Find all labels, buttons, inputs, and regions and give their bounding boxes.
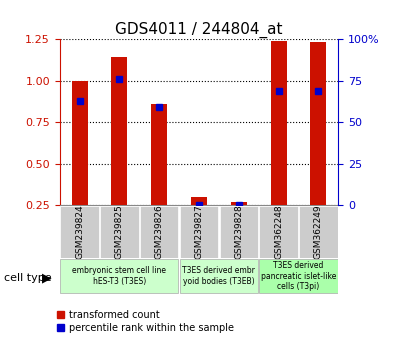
Text: T3ES derived embr
yoid bodies (T3EB): T3ES derived embr yoid bodies (T3EB) xyxy=(182,267,256,286)
Text: T3ES derived
pancreatic islet-like
cells (T3pi): T3ES derived pancreatic islet-like cells… xyxy=(261,261,336,291)
FancyBboxPatch shape xyxy=(100,206,139,258)
Bar xyxy=(191,197,207,247)
Text: GSM362249: GSM362249 xyxy=(314,205,323,259)
Bar xyxy=(151,104,167,247)
Text: GSM239827: GSM239827 xyxy=(195,205,203,259)
Bar xyxy=(231,202,247,247)
FancyBboxPatch shape xyxy=(180,206,218,258)
FancyBboxPatch shape xyxy=(60,259,178,293)
FancyBboxPatch shape xyxy=(180,259,258,293)
Text: GSM239826: GSM239826 xyxy=(155,205,164,259)
Text: ▶: ▶ xyxy=(42,272,51,284)
Text: GSM239824: GSM239824 xyxy=(75,205,84,259)
FancyBboxPatch shape xyxy=(60,206,99,258)
Bar xyxy=(72,81,88,247)
FancyBboxPatch shape xyxy=(140,206,178,258)
Text: cell type: cell type xyxy=(4,273,52,283)
Text: GSM362248: GSM362248 xyxy=(274,205,283,259)
Bar xyxy=(271,41,287,247)
Legend: transformed count, percentile rank within the sample: transformed count, percentile rank withi… xyxy=(53,306,238,336)
FancyBboxPatch shape xyxy=(299,206,338,258)
Bar xyxy=(111,57,127,247)
Text: embryonic stem cell line
hES-T3 (T3ES): embryonic stem cell line hES-T3 (T3ES) xyxy=(72,267,166,286)
FancyBboxPatch shape xyxy=(220,206,258,258)
Text: GSM239828: GSM239828 xyxy=(234,205,243,259)
FancyBboxPatch shape xyxy=(259,259,338,293)
Bar xyxy=(310,42,326,247)
Title: GDS4011 / 244804_at: GDS4011 / 244804_at xyxy=(115,21,283,38)
FancyBboxPatch shape xyxy=(259,206,298,258)
Text: GSM239825: GSM239825 xyxy=(115,205,124,259)
